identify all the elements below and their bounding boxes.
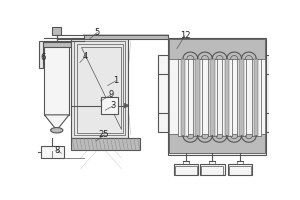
Bar — [85, 35, 168, 39]
Bar — [237, 59, 246, 136]
Text: 5: 5 — [94, 28, 100, 37]
Bar — [39, 41, 43, 68]
Bar — [43, 42, 70, 47]
Text: 3: 3 — [111, 101, 116, 110]
Ellipse shape — [51, 128, 63, 133]
Bar — [225, 59, 229, 136]
Bar — [169, 39, 265, 59]
Bar — [228, 164, 252, 175]
Bar — [178, 59, 188, 136]
Bar — [251, 59, 261, 136]
Bar — [195, 59, 200, 136]
Text: 9: 9 — [108, 90, 114, 99]
Text: 6: 6 — [40, 53, 46, 62]
Bar — [175, 166, 197, 175]
Bar — [44, 46, 69, 115]
Bar — [181, 59, 185, 136]
Bar — [70, 38, 128, 138]
Text: 1: 1 — [113, 76, 118, 85]
Bar — [229, 166, 251, 175]
Text: 4: 4 — [83, 52, 88, 61]
Bar — [222, 59, 232, 136]
Bar — [193, 59, 202, 136]
Bar — [168, 38, 266, 155]
Polygon shape — [77, 44, 123, 132]
Bar — [158, 55, 168, 132]
Bar — [77, 44, 123, 133]
Bar — [169, 134, 265, 153]
Text: 12: 12 — [180, 31, 190, 40]
Bar — [70, 138, 140, 150]
Bar — [40, 146, 64, 158]
Polygon shape — [124, 103, 129, 108]
Bar — [208, 59, 217, 136]
Bar — [239, 59, 244, 136]
Polygon shape — [81, 47, 122, 129]
Bar — [210, 59, 214, 136]
Bar — [52, 27, 62, 35]
Bar — [169, 39, 265, 153]
Bar — [202, 166, 223, 175]
Text: 8: 8 — [55, 146, 60, 155]
Text: 25: 25 — [99, 130, 109, 139]
Bar — [254, 59, 259, 136]
Bar — [101, 97, 118, 114]
Bar — [200, 164, 225, 175]
Polygon shape — [44, 115, 69, 130]
Bar — [174, 164, 198, 175]
Bar — [74, 41, 125, 135]
Bar — [266, 55, 277, 132]
